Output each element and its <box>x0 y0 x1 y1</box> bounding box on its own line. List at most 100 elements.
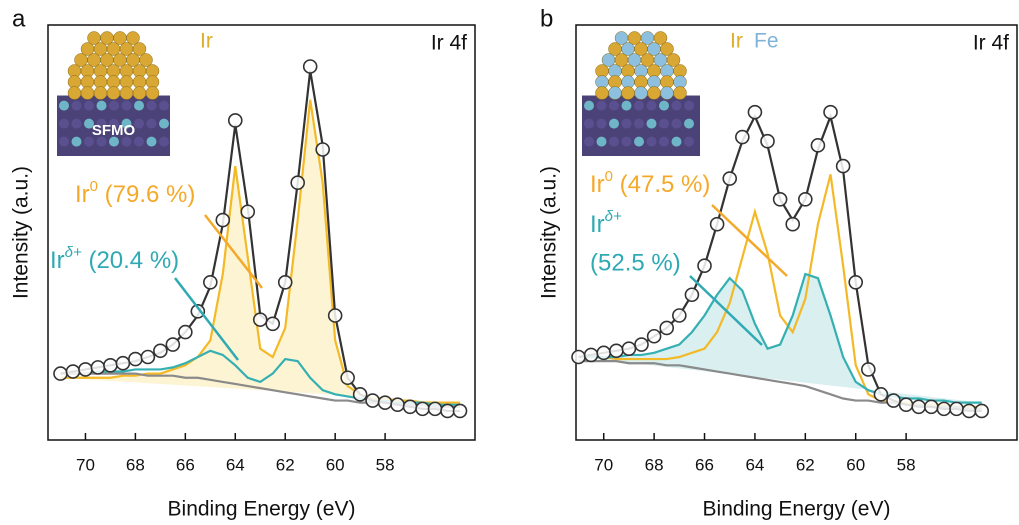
data-point <box>583 347 599 363</box>
panel-label: a <box>12 5 26 32</box>
substrate-atom <box>596 100 607 111</box>
cluster-atom <box>660 42 674 56</box>
x-tick-label: 60 <box>846 455 865 474</box>
substrate-atom <box>121 136 132 147</box>
data-point <box>240 204 256 220</box>
data-point <box>810 138 826 153</box>
cluster-atom <box>119 86 134 100</box>
substrate-atom <box>634 118 644 129</box>
data-point <box>760 133 775 149</box>
substrate-atom <box>71 100 82 111</box>
substrate-atom <box>659 100 669 111</box>
data-point <box>203 274 218 290</box>
substrate-atom <box>621 136 632 147</box>
substrate-atom <box>96 118 107 129</box>
annotation: Ir0 (79.6 %) <box>75 178 195 208</box>
inset-label: Ir <box>730 30 743 53</box>
data-point <box>936 401 952 417</box>
annotation-line2: (52.5 %) <box>590 249 681 276</box>
cluster-atom <box>67 86 82 100</box>
inset-image <box>57 31 170 156</box>
substrate-atom <box>134 118 144 129</box>
data-point <box>265 316 281 332</box>
data-point <box>402 399 418 415</box>
data-point <box>823 104 838 120</box>
substrate-atom <box>684 100 694 111</box>
x-tick-label: 70 <box>594 455 613 474</box>
data-point <box>340 370 355 386</box>
substrate-atom <box>84 136 94 147</box>
annotation-after: (20.4 %) <box>82 247 179 274</box>
data-point <box>415 401 430 417</box>
annotation: Irδ+ <box>590 208 622 238</box>
x-tick-label: 70 <box>76 455 95 474</box>
cluster-atom <box>660 86 674 100</box>
data-point <box>190 304 206 319</box>
substrate-atom <box>621 118 632 129</box>
substrate-atom <box>109 136 119 147</box>
fit-line <box>578 272 982 404</box>
panel: Ir Fe b Ir 4f 70 68 66 64 62 60 58 Binding Energy (… <box>538 5 1018 521</box>
cluster-atom <box>666 53 681 67</box>
x-tick-label: 68 <box>126 455 145 474</box>
inset-image <box>582 31 700 156</box>
x-tick-label: 64 <box>745 455 764 474</box>
data-point <box>886 393 901 408</box>
corner-label: Ir 4f <box>431 32 467 55</box>
substrate-atom <box>146 118 157 129</box>
substrate-atom <box>634 136 644 147</box>
substrate-atom <box>671 100 682 111</box>
cluster-atom <box>80 86 95 100</box>
data-point <box>924 399 939 415</box>
x-tick-label: 66 <box>176 455 195 474</box>
arrow <box>174 277 239 361</box>
cluster-atom <box>621 86 635 100</box>
data-point <box>898 397 914 413</box>
data-point <box>609 343 624 359</box>
substrate-atom <box>59 136 69 147</box>
panel-label: b <box>540 5 553 32</box>
substrate-atom <box>109 118 119 129</box>
cluster-atom <box>653 31 668 45</box>
annotation-sup: δ+ <box>65 244 82 261</box>
data-point <box>90 360 106 375</box>
substrate-atom <box>121 100 132 111</box>
data-point <box>798 192 813 207</box>
substrate-atom <box>646 118 657 129</box>
substrate-atom <box>159 100 169 111</box>
inset-substrate-label: SFMO <box>92 122 136 139</box>
arrow <box>711 204 788 277</box>
annotation-sup: δ+ <box>605 208 622 225</box>
data-point <box>861 362 876 377</box>
cluster-atom <box>126 31 140 45</box>
data-point <box>327 308 343 323</box>
data-point <box>911 399 927 415</box>
substrate-atom <box>646 100 657 111</box>
x-axis-label: Binding Energy (eV) <box>703 498 891 521</box>
data-point <box>835 158 851 174</box>
data-point <box>390 397 405 413</box>
data-point <box>672 308 687 323</box>
data-point <box>128 351 143 367</box>
data-point <box>365 393 380 408</box>
substrate-atom <box>71 118 82 129</box>
x-tick-label: 64 <box>226 455 245 474</box>
substrate-atom <box>96 100 107 111</box>
data-point <box>165 337 181 352</box>
data-point <box>53 366 68 381</box>
cluster-atom <box>595 86 609 100</box>
substrate-atom <box>584 100 594 111</box>
substrate-atom <box>84 118 94 129</box>
substrate-atom <box>596 118 607 129</box>
data-point <box>377 395 393 410</box>
arrow <box>204 214 263 289</box>
y-axis-label: Intensity (a.u.) <box>538 166 561 299</box>
panel: SFMO Ir a Ir 4f 70 68 66 64 62 60 58 Binding Energy… <box>10 5 476 521</box>
substrate-atom <box>634 100 644 111</box>
data-point <box>772 192 788 207</box>
y-axis-label: Intensity (a.u.) <box>10 166 33 299</box>
inset-label: Ir <box>200 30 213 53</box>
data-point <box>697 258 712 274</box>
annotation-sup: 0 <box>605 168 613 185</box>
